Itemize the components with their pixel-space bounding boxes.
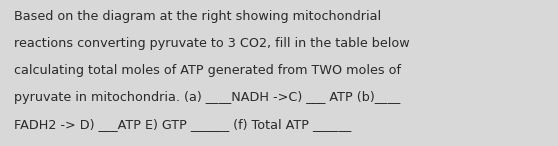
Text: pyruvate in mitochondria. (a) ____NADH ->C) ___ ATP (b)____: pyruvate in mitochondria. (a) ____NADH -… bbox=[14, 91, 400, 104]
Text: calculating total moles of ATP generated from TWO moles of: calculating total moles of ATP generated… bbox=[14, 64, 401, 77]
Text: reactions converting pyruvate to 3 CO2, fill in the table below: reactions converting pyruvate to 3 CO2, … bbox=[14, 37, 410, 50]
Text: Based on the diagram at the right showing mitochondrial: Based on the diagram at the right showin… bbox=[14, 10, 381, 23]
Text: FADH2 -> D) ___ATP E) GTP ______ (f) Total ATP ______: FADH2 -> D) ___ATP E) GTP ______ (f) Tot… bbox=[14, 118, 351, 131]
